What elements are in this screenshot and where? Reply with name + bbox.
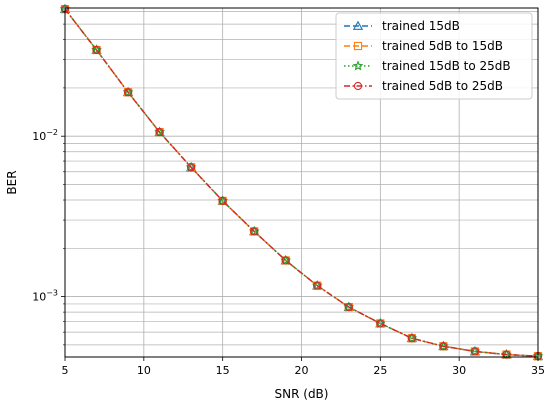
data-point [376, 319, 385, 328]
data-point [123, 88, 133, 97]
legend-label: trained 15dB to 25dB [382, 59, 511, 73]
x-tick-label: 25 [373, 364, 387, 377]
legend-marker [353, 41, 363, 51]
legend-label: trained 5dB to 15dB [382, 39, 503, 53]
data-point [439, 342, 448, 351]
data-point [281, 256, 290, 265]
legend-marker [353, 81, 363, 91]
x-tick-label: 5 [62, 364, 69, 377]
y-tick-exponent: −3 [46, 289, 58, 298]
data-point [250, 227, 259, 236]
x-tick-label: 10 [137, 364, 151, 377]
y-tick-label: 10−2 [32, 128, 58, 143]
data-point [187, 163, 196, 172]
x-tick-label: 30 [452, 364, 466, 377]
series-line [64, 8, 539, 357]
data-point [344, 302, 353, 312]
y-tick-label: 10−3 [32, 289, 58, 304]
x-axis-label: SNR (dB) [275, 387, 329, 401]
data-point [313, 281, 322, 290]
legend-marker [352, 20, 364, 30]
x-tick-label: 35 [531, 364, 545, 377]
legend-entry: trained 15dB to 25dB [344, 59, 511, 73]
data-point [502, 350, 511, 359]
legend-label: trained 5dB to 25dB [382, 79, 503, 93]
legend-entry: trained 5dB to 25dB [344, 79, 503, 93]
y-tick-base: 10 [32, 291, 46, 304]
data-point [155, 128, 164, 137]
series-layer [59, 3, 544, 361]
x-tick-label: 15 [216, 364, 230, 377]
data-point [407, 334, 416, 343]
legend-box [335, 12, 533, 100]
data-point [92, 45, 101, 55]
x-tick-label: 20 [295, 364, 309, 377]
y-tick-exponent: −2 [46, 128, 58, 137]
legend-label: trained 15dB [382, 19, 460, 33]
legend-entry: trained 5dB to 15dB [344, 39, 503, 53]
series-line [64, 8, 539, 357]
data-point [470, 347, 480, 356]
legend-marker [352, 60, 364, 71]
y-axis-label: BER [5, 170, 19, 194]
data-point [218, 196, 227, 206]
legend-entry: trained 15dB [344, 19, 460, 33]
legend: trained 15dB trained 5dB to 15dB trained 1… [335, 12, 533, 100]
y-tick-base: 10 [32, 130, 46, 143]
x-axis-ticks: 5 10 15 20 25 30 35 [62, 357, 545, 377]
y-axis-ticks: 10−210−3 [32, 11, 65, 346]
